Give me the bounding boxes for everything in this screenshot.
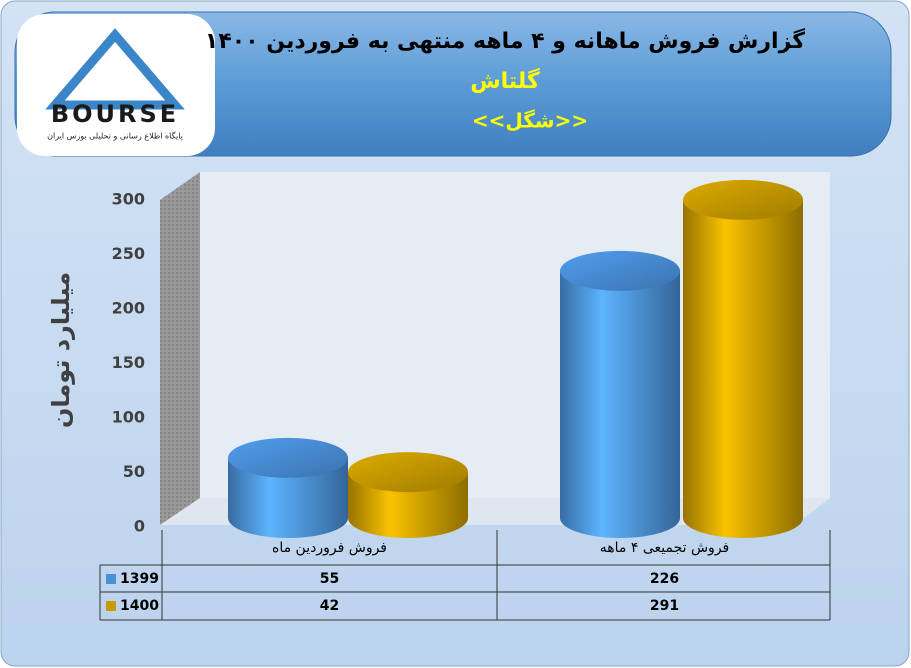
y-tick-label: 50 bbox=[123, 462, 145, 481]
x-tick-label: فروش تجمیعی ۴ ماهه bbox=[600, 540, 729, 556]
logo-text: BOURSE bbox=[51, 100, 179, 128]
legend-label: 1399 bbox=[120, 571, 159, 587]
y-tick-label: 250 bbox=[112, 244, 145, 263]
chart-title: گزارش فروش ماهانه و ۴ ماهه منتهی به فرور… bbox=[205, 27, 805, 54]
side-wall bbox=[160, 172, 200, 525]
bar-top bbox=[683, 179, 803, 220]
y-axis-label: میلیارد تومان bbox=[47, 272, 75, 428]
symbol: <<شگل>> bbox=[472, 109, 588, 133]
legend-swatch bbox=[106, 601, 116, 611]
bar bbox=[560, 270, 680, 538]
logo-mark bbox=[45, 28, 185, 110]
table-value: 42 bbox=[320, 598, 339, 614]
table-value: 55 bbox=[320, 571, 339, 587]
y-tick-label: 200 bbox=[112, 299, 145, 318]
x-tick-label: فروش فروردین ماه bbox=[272, 540, 387, 556]
bar-top bbox=[560, 250, 680, 291]
logo-box bbox=[17, 14, 215, 156]
y-tick-label: 100 bbox=[112, 408, 145, 427]
chart-subtitle: گلتاش bbox=[470, 67, 540, 94]
data-table bbox=[99, 530, 831, 621]
legend-label: 1400 bbox=[120, 598, 159, 614]
legend-swatch bbox=[106, 574, 116, 584]
bar-top bbox=[228, 437, 348, 478]
bar-top bbox=[348, 452, 468, 493]
table-value: 226 bbox=[650, 571, 679, 587]
title-banner bbox=[14, 11, 892, 157]
y-tick-label: 150 bbox=[112, 353, 145, 372]
table-value: 291 bbox=[650, 598, 679, 614]
y-tick-label: 300 bbox=[112, 190, 145, 209]
bar bbox=[228, 457, 348, 538]
y-tick-label: 0 bbox=[134, 517, 145, 536]
bar bbox=[683, 199, 803, 538]
logo-tagline: پایگاه اطلاع رسانی و تحلیلی بورس ایران bbox=[47, 131, 183, 141]
